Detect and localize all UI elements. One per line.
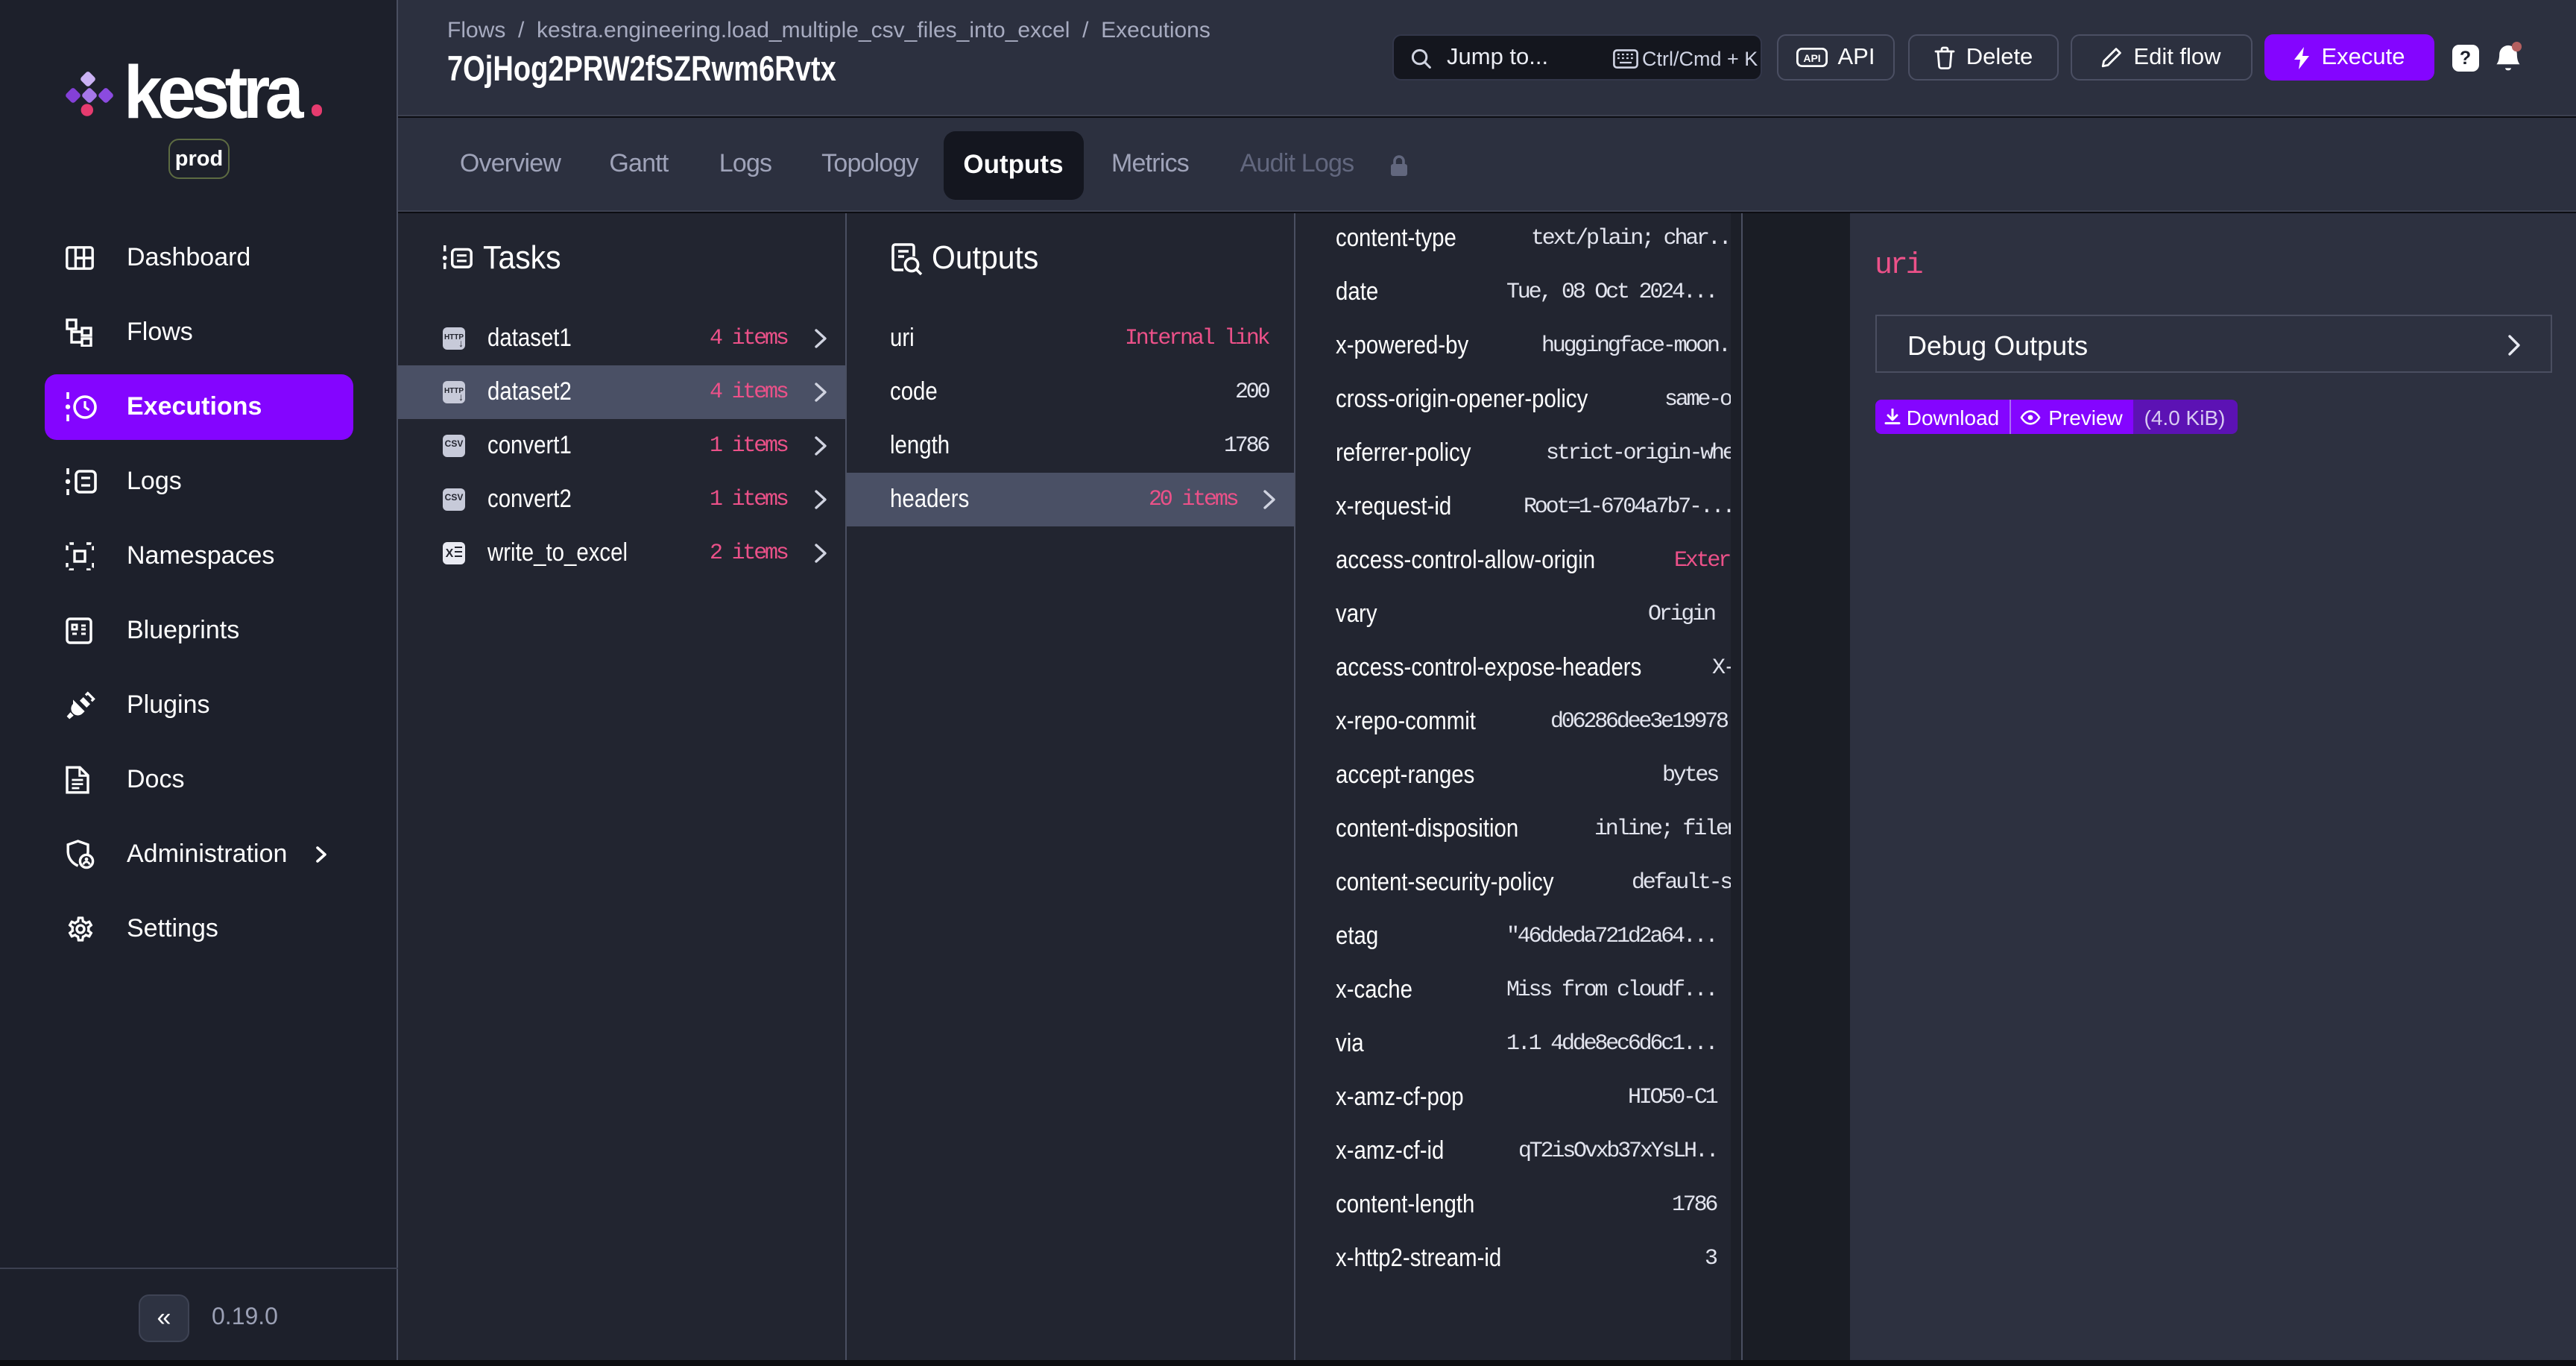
svg-text:API: API [1803, 52, 1820, 64]
